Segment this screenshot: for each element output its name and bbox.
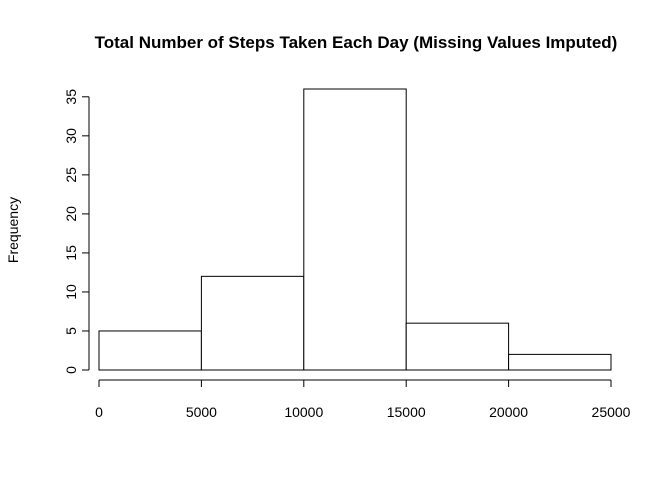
x-tick-label: 10000 — [284, 404, 323, 420]
y-tick-label: 0 — [63, 366, 79, 374]
x-tick-label: 5000 — [186, 404, 217, 420]
x-tick-label: 20000 — [489, 404, 528, 420]
y-tick-label: 20 — [63, 206, 79, 222]
x-tick-label: 0 — [95, 404, 103, 420]
y-axis: 0 5 10 15 20 25 30 35 — [63, 89, 90, 374]
y-tick-label: 30 — [63, 128, 79, 144]
y-tick-label: 35 — [63, 89, 79, 105]
y-tick-label: 10 — [63, 284, 79, 300]
x-axis: 0 5000 10000 15000 20000 25000 — [95, 379, 631, 420]
histogram-bar — [405, 322, 510, 371]
x-tick-label: 15000 — [387, 404, 426, 420]
y-tick-label: 15 — [63, 245, 79, 261]
histogram-bar — [508, 353, 612, 371]
histogram-bar — [200, 275, 305, 371]
bars-group — [98, 88, 612, 371]
y-tick-label: 5 — [63, 327, 79, 335]
histogram-bar — [303, 88, 407, 371]
x-tick-label: 25000 — [592, 404, 631, 420]
y-tick-label: 25 — [63, 167, 79, 183]
chart-title: Total Number of Steps Taken Each Day (Mi… — [95, 33, 618, 52]
y-axis-label: Frequency — [5, 197, 21, 263]
histogram-bar — [98, 330, 202, 371]
